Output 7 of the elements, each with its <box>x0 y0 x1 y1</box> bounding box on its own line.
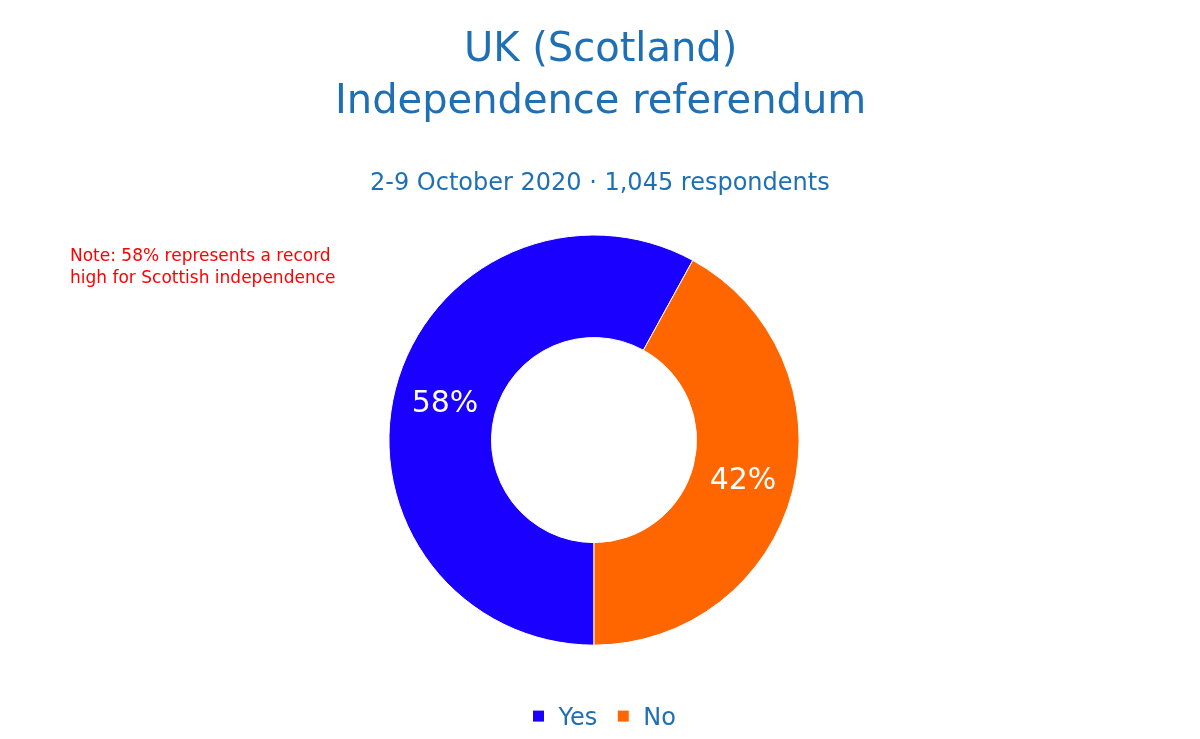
legend-label: Yes <box>557 703 598 732</box>
chart-title: UK (Scotland) Independence referendum <box>335 24 867 122</box>
chart-subtitle: 2-9 October 2020 · 1,045 respondents <box>370 168 830 196</box>
data-label: 58% <box>411 384 479 420</box>
legend-label: No <box>643 703 676 732</box>
data-label: 42% <box>709 460 777 496</box>
text: Note: 58% represents a record high for Scottish independence <box>70 245 336 288</box>
